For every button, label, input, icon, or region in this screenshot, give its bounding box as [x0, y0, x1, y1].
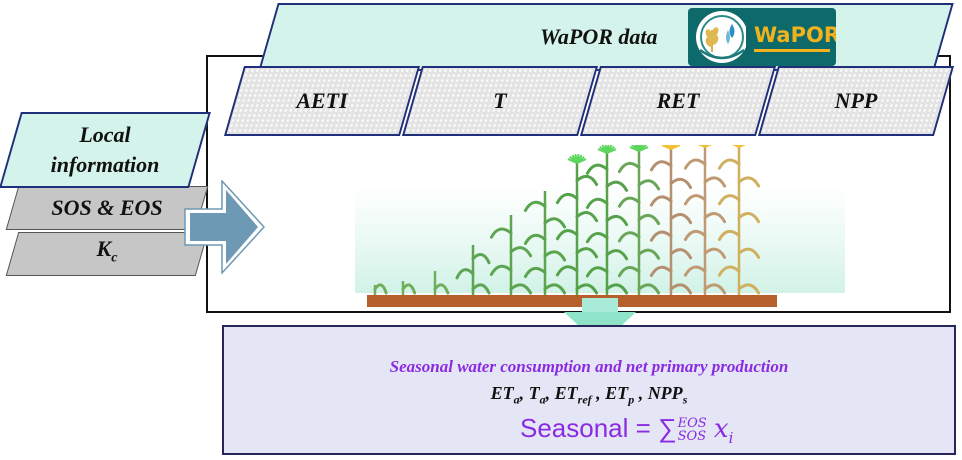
output-variables: ETa, Ta, ETref , ETp , NPPs: [490, 383, 688, 407]
output-var-npps: NPPs: [647, 383, 688, 407]
variable-box-aeti: AETI: [223, 66, 421, 136]
variable-box-npp: NPP: [757, 66, 955, 136]
variable-label: NPP: [834, 88, 878, 113]
sos-eos-box: SOS & EOS: [5, 186, 209, 230]
formula-term: xi: [713, 414, 734, 448]
kc-label: Kc: [96, 236, 118, 266]
wapor-logo: WaPOR: [688, 8, 836, 66]
formula-upper-limit: EOS: [677, 416, 707, 432]
wapor-logo-text: WaPOR: [754, 23, 836, 47]
variable-box-t: T: [401, 66, 599, 136]
output-var-eta: ETa: [490, 383, 520, 407]
wapor-data-title: WaPOR data: [540, 24, 658, 49]
output-box: Seasonal water consumption and net prima…: [222, 325, 956, 455]
variable-label: AETI: [296, 88, 348, 113]
variable-box-ret: RET: [579, 66, 777, 136]
seasonal-formula: Seasonal = ∑ EOS SOS xi: [520, 413, 733, 447]
kc-box: Kc: [5, 232, 209, 276]
variable-label: T: [493, 88, 507, 113]
formula-lhs: Seasonal: [520, 413, 629, 443]
local-information-box: Local information: [0, 112, 211, 188]
formula-sum-symbol: ∑: [658, 413, 677, 443]
output-var-etp: ETp: [605, 383, 635, 407]
crop-growth-illustration: [355, 145, 845, 307]
sos-eos-label: SOS & EOS: [51, 195, 163, 220]
variable-label: RET: [656, 88, 700, 113]
wapor-logo-underline: [754, 49, 830, 52]
formula-operator: =: [635, 413, 651, 443]
output-title: Seasonal water consumption and net prima…: [389, 357, 789, 376]
local-information-title: Local information: [50, 122, 160, 177]
formula-lower-limit: SOS: [677, 429, 707, 445]
right-arrow-icon: [184, 180, 266, 274]
output-var-etref: ETref: [554, 383, 592, 407]
output-var-ta: Ta: [528, 383, 546, 407]
